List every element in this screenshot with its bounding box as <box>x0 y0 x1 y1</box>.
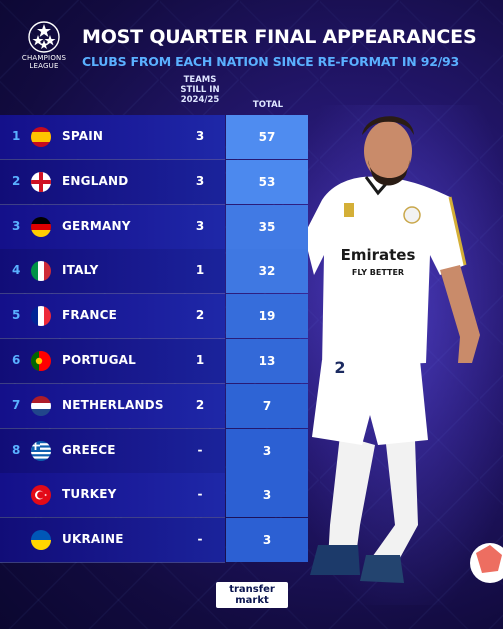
table-row: TURKEY - 3 <box>0 473 312 519</box>
total-value-box: 19 <box>226 294 308 339</box>
total-value-box: 53 <box>226 159 308 204</box>
teams-still-in-value: - <box>197 487 203 502</box>
starball-icon <box>28 21 60 53</box>
total-value-box: 3 <box>226 428 308 473</box>
total-value-box: 57 <box>226 115 308 159</box>
turkey-flag-icon <box>31 485 51 506</box>
table-row: 6 PORTUGAL 1 13 <box>0 338 312 384</box>
italy-flag-icon <box>31 261 51 282</box>
netherlands-flag-icon <box>31 395 51 416</box>
row-divider <box>0 203 225 205</box>
page-title: MOST QUARTER FINAL APPEARANCES <box>82 26 477 48</box>
country-name: GREECE <box>62 442 116 457</box>
total-value-box: 13 <box>226 338 308 383</box>
table-row: 8 GREECE - 3 <box>0 428 312 474</box>
brand-line1: transfer <box>229 584 275 595</box>
spain-flag-icon <box>31 127 51 147</box>
row-divider <box>0 562 225 564</box>
column-header-teams-line3: 2024/25 <box>180 95 220 105</box>
rank-number: 7 <box>12 397 21 412</box>
page-subtitle: CLUBS FROM EACH NATION SINCE RE-FORMAT I… <box>82 54 460 69</box>
teams-still-in-value: 3 <box>195 129 205 143</box>
germany-flag-icon <box>31 216 51 237</box>
rank-number: 1 <box>12 129 21 143</box>
table-row: 3 GERMANY 3 35 <box>0 204 312 250</box>
country-name: NETHERLANDS <box>62 397 164 412</box>
table-row: 1 SPAIN 3 57 <box>0 115 312 160</box>
brand-line2: markt <box>235 595 269 606</box>
table-row: 7 NETHERLANDS 2 7 <box>0 383 312 429</box>
country-name: TURKEY <box>62 487 117 502</box>
champions-league-logo: CHAMPIONS LEAGUE <box>12 20 76 70</box>
rank-number: 4 <box>12 263 21 278</box>
ukraine-flag-icon <box>31 530 51 551</box>
row-divider <box>0 427 225 429</box>
country-name: SPAIN <box>62 129 104 143</box>
row-divider <box>0 248 225 250</box>
shorts-number: 2 <box>334 358 345 377</box>
ranking-table: 1 SPAIN 3 57 2 ENGLAND 3 53 3 GERMANY 3 35 4 ITALY 1 32… <box>0 115 312 564</box>
country-name: PORTUGAL <box>62 352 137 367</box>
table-row: UKRAINE - 3 <box>0 518 312 564</box>
row-divider <box>0 293 225 295</box>
rank-number: 5 <box>12 308 21 323</box>
table-row: 2 ENGLAND 3 53 <box>0 159 312 205</box>
country-name: UKRAINE <box>62 532 124 547</box>
total-value-box: 3 <box>226 518 308 563</box>
country-name: FRANCE <box>62 308 117 323</box>
logo-text-league: LEAGUE <box>29 62 59 70</box>
row-divider <box>0 472 225 474</box>
teams-still-in-value: 3 <box>195 218 205 233</box>
country-name: ITALY <box>62 263 99 278</box>
rank-number: 6 <box>12 352 21 367</box>
shirt-sponsor-tagline: FLY BETTER <box>352 268 404 277</box>
column-header-total: TOTAL <box>252 100 284 110</box>
table-row: 4 ITALY 1 32 <box>0 249 312 295</box>
column-header-teams-line1: TEAMS <box>183 75 217 85</box>
teams-still-in-value: 2 <box>195 397 205 412</box>
rank-number: 2 <box>12 173 21 188</box>
column-header-teams-line2: STILL IN <box>180 85 220 95</box>
column-header-teams: TEAMS STILL IN 2024/25 <box>178 75 222 105</box>
logo-text-champions: CHAMPIONS <box>21 54 67 62</box>
row-divider <box>0 159 225 160</box>
country-name: GERMANY <box>62 218 131 233</box>
teams-still-in-value: 3 <box>195 173 205 188</box>
rank-number: 3 <box>12 218 21 233</box>
portugal-flag-icon <box>31 350 51 371</box>
teams-still-in-value: 1 <box>195 263 205 278</box>
rank-number: 8 <box>12 442 21 457</box>
teams-still-in-value: - <box>197 442 203 457</box>
table-row: 5 FRANCE 2 19 <box>0 294 312 340</box>
greece-flag-icon <box>31 440 51 461</box>
player-figure: Emirates FLY BETTER 2 <box>300 105 503 605</box>
teams-still-in-value: 1 <box>195 352 205 367</box>
england-flag-icon <box>31 171 51 192</box>
total-value-box: 7 <box>226 383 308 428</box>
shirt-sponsor-text: Emirates <box>341 246 416 264</box>
teams-still-in-value: - <box>197 532 203 547</box>
total-value-box: 32 <box>226 249 308 294</box>
transfermarkt-logo: transfer markt <box>216 582 288 608</box>
row-divider <box>0 517 225 519</box>
teams-still-in-value: 2 <box>195 308 205 323</box>
total-value-box: 3 <box>226 473 308 518</box>
country-name: ENGLAND <box>62 173 129 188</box>
row-divider <box>0 382 225 384</box>
row-divider <box>0 338 225 340</box>
total-value-box: 35 <box>226 204 308 249</box>
france-flag-icon <box>31 306 51 327</box>
